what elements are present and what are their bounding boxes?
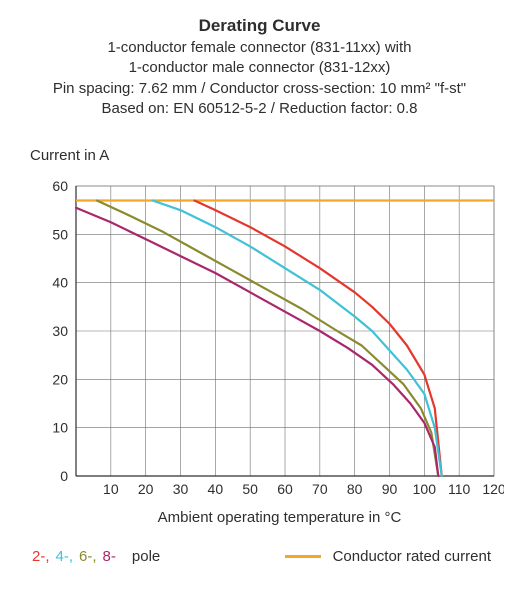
svg-text:60: 60 <box>52 178 68 194</box>
chart-title: Derating Curve <box>24 16 495 36</box>
legend-rated-label: Conductor rated current <box>333 548 491 565</box>
svg-text:80: 80 <box>347 481 363 497</box>
svg-text:20: 20 <box>138 481 154 497</box>
svg-text:50: 50 <box>242 481 258 497</box>
svg-text:90: 90 <box>382 481 398 497</box>
svg-text:60: 60 <box>277 481 293 497</box>
svg-text:40: 40 <box>52 275 68 291</box>
chart-subtitle-1: 1-conductor female connector (831-11xx) … <box>24 38 495 58</box>
chart-subtitle-3: Pin spacing: 7.62 mm / Conductor cross-s… <box>24 79 495 99</box>
x-axis-title: Ambient operating temperature in °C <box>64 509 495 526</box>
svg-text:10: 10 <box>52 420 68 436</box>
chart-subtitle-4: Based on: EN 60512-5-2 / Reduction facto… <box>24 99 495 119</box>
legend-6pole: 6-, <box>79 548 97 565</box>
svg-text:50: 50 <box>52 226 68 242</box>
chart-subtitle-2: 1-conductor male connector (831-12xx) <box>24 58 495 78</box>
legend-4pole: 4-, <box>56 548 74 565</box>
svg-text:110: 110 <box>448 481 471 497</box>
svg-text:100: 100 <box>413 481 437 497</box>
legend-rated-swatch <box>285 555 321 558</box>
legend-pole-word: pole <box>132 548 160 565</box>
derating-chart: 0102030405060102030405060708090100110120 <box>24 178 495 503</box>
legend-8pole: 8- <box>103 548 116 565</box>
svg-text:40: 40 <box>208 481 224 497</box>
svg-text:70: 70 <box>312 481 328 497</box>
svg-text:30: 30 <box>173 481 189 497</box>
legend-2pole: 2-, <box>32 548 50 565</box>
svg-text:0: 0 <box>60 468 68 484</box>
svg-text:20: 20 <box>52 371 68 387</box>
chart-header: Derating Curve 1-conductor female connec… <box>24 16 495 119</box>
svg-text:120: 120 <box>482 481 504 497</box>
chart-svg: 0 10 20 30 40 50 60 10 20 30 40 50 60 70 80 90 100 110 120 <box>24 178 504 498</box>
chart-legend: 2-, 4-, 6-, 8- pole Conductor rated curr… <box>24 548 495 565</box>
y-axis-title: Current in A <box>30 147 495 164</box>
svg-text:30: 30 <box>52 323 68 339</box>
svg-text:10: 10 <box>103 481 119 497</box>
